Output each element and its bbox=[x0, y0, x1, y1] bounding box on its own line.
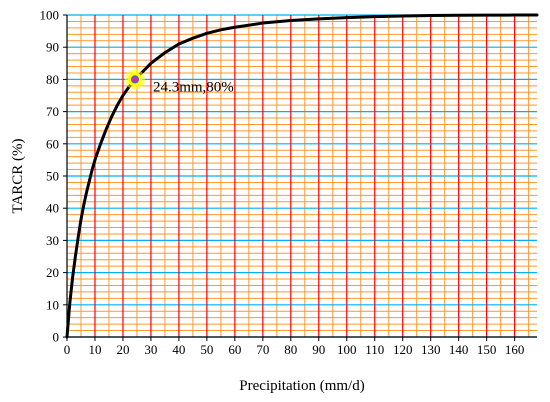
highlight-annotation: 24.3mm,80% bbox=[153, 79, 234, 95]
x-tick-labels: 0 10 20 30 40 50 60 70 80 90 100 110 120 130 140 150 160 bbox=[64, 342, 525, 357]
x-tick-label: 20 bbox=[116, 342, 129, 357]
x-tick-label: 160 bbox=[505, 342, 525, 357]
x-axis-label: Precipitation (mm/d) bbox=[239, 378, 364, 394]
x-tick-label: 110 bbox=[365, 342, 384, 357]
y-tick-label: 40 bbox=[46, 201, 59, 216]
x-tick-label: 0 bbox=[64, 342, 71, 357]
x-tick-label: 140 bbox=[449, 342, 469, 357]
x-tick-label: 120 bbox=[393, 342, 413, 357]
highlight-point bbox=[130, 75, 139, 84]
series-line bbox=[65, 13, 539, 339]
x-tick-label: 80 bbox=[284, 342, 297, 357]
x-tick-label: 90 bbox=[312, 342, 325, 357]
y-tick-label: 50 bbox=[46, 169, 59, 184]
x-tick-label: 70 bbox=[256, 342, 269, 357]
y-tick-label: 30 bbox=[46, 233, 59, 248]
y-tick-label: 0 bbox=[53, 330, 60, 345]
x-tick-label: 100 bbox=[337, 342, 357, 357]
highlight-group: 24.3mm,80% bbox=[124, 69, 234, 95]
major-grid bbox=[67, 14, 537, 338]
y-tick-label: 20 bbox=[46, 265, 59, 280]
x-tick-label: 150 bbox=[477, 342, 497, 357]
y-axis-label: TARCR (%) bbox=[10, 138, 26, 213]
axes bbox=[63, 14, 537, 341]
y-tick-labels: 0 10 20 30 40 50 60 70 80 90 100 bbox=[40, 8, 60, 345]
y-tick-label: 70 bbox=[46, 104, 59, 119]
x-tick-label: 10 bbox=[88, 342, 101, 357]
y-tick-label: 100 bbox=[40, 8, 60, 23]
x-tick-label: 40 bbox=[172, 342, 185, 357]
x-tick-label: 60 bbox=[228, 342, 241, 357]
y-tick-label: 10 bbox=[46, 297, 59, 312]
x-tick-label: 30 bbox=[144, 342, 157, 357]
y-tick-label: 80 bbox=[46, 72, 59, 87]
x-tick-label: 130 bbox=[421, 342, 441, 357]
x-tick-label: 50 bbox=[200, 342, 213, 357]
curve-layer bbox=[65, 13, 539, 339]
y-tick-label: 90 bbox=[46, 40, 59, 55]
y-tick-label: 60 bbox=[46, 136, 59, 151]
